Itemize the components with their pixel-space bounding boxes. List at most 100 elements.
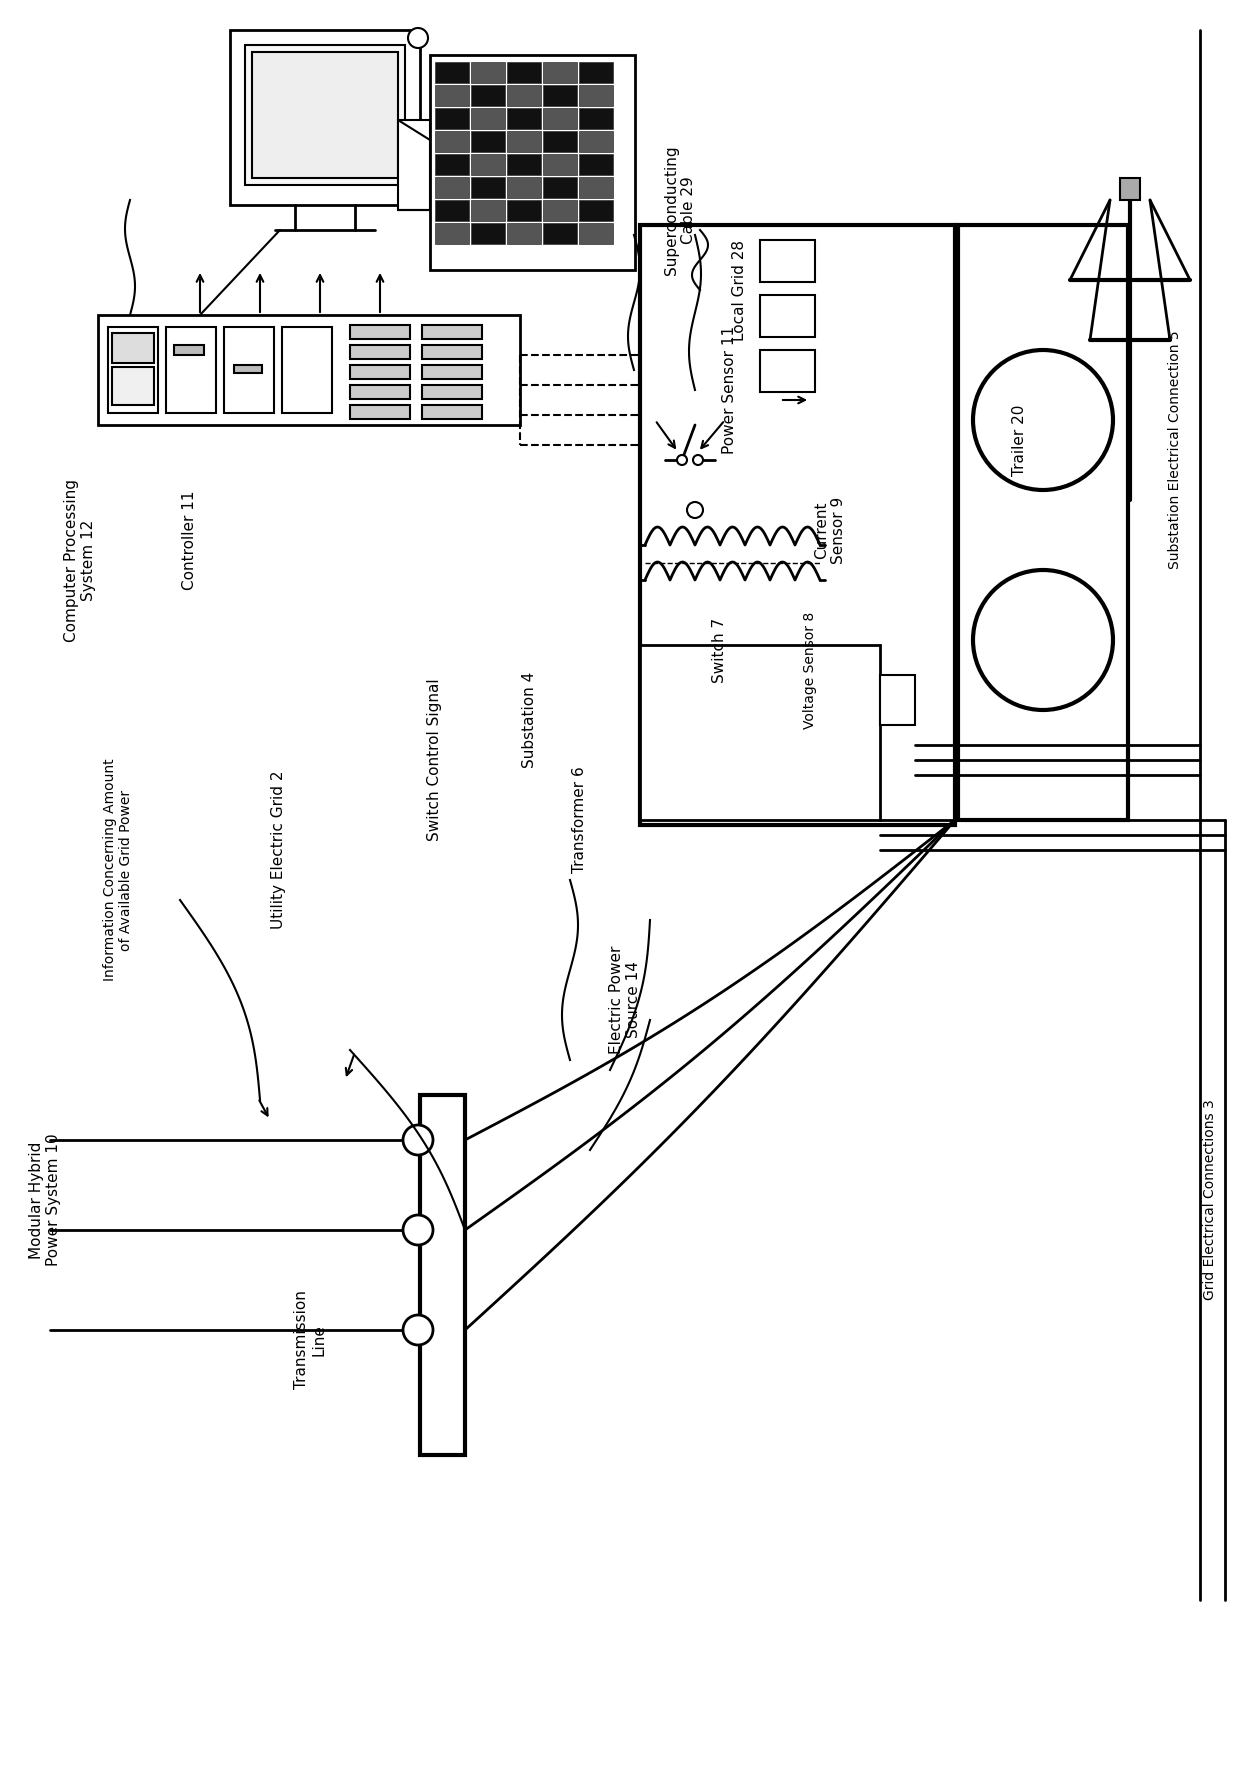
Text: Grid Electrical Connections 3: Grid Electrical Connections 3 <box>1203 1100 1216 1301</box>
Bar <box>281 328 332 413</box>
Bar <box>98 315 520 425</box>
Bar <box>579 200 613 222</box>
Circle shape <box>403 1216 433 1246</box>
Bar <box>579 177 613 198</box>
Bar <box>880 675 915 725</box>
Text: Local Grid 28: Local Grid 28 <box>733 239 748 340</box>
Text: Electric Power
Source 14: Electric Power Source 14 <box>609 946 641 1054</box>
Bar <box>398 120 430 211</box>
Bar <box>422 365 482 379</box>
Bar <box>471 154 505 175</box>
Circle shape <box>403 1125 433 1155</box>
Bar <box>471 108 505 129</box>
Text: Switch Control Signal: Switch Control Signal <box>428 679 443 842</box>
Bar <box>471 85 505 106</box>
Bar <box>435 177 469 198</box>
Text: Controller 11: Controller 11 <box>182 491 197 590</box>
Bar <box>471 200 505 222</box>
Bar <box>229 30 420 206</box>
Bar <box>350 406 410 418</box>
Bar <box>760 351 815 392</box>
Bar <box>350 324 410 338</box>
Bar <box>640 645 880 820</box>
Bar <box>507 62 541 83</box>
Bar <box>112 367 154 406</box>
Bar <box>507 85 541 106</box>
Bar <box>246 44 405 184</box>
Text: Power Sensor 11: Power Sensor 11 <box>723 326 738 454</box>
Bar <box>350 365 410 379</box>
Bar <box>579 85 613 106</box>
Bar <box>112 333 154 363</box>
Bar <box>760 239 815 282</box>
Bar <box>435 223 469 245</box>
Bar <box>543 131 577 152</box>
Circle shape <box>687 501 703 517</box>
Bar <box>579 131 613 152</box>
Bar <box>350 385 410 399</box>
Bar <box>252 51 398 177</box>
Bar <box>435 154 469 175</box>
Bar <box>640 225 955 826</box>
Bar <box>543 85 577 106</box>
Text: Information Concerning Amount
of Available Grid Power: Information Concerning Amount of Availab… <box>103 758 133 982</box>
Circle shape <box>408 28 428 48</box>
Bar <box>224 328 274 413</box>
Bar <box>507 177 541 198</box>
Bar <box>234 365 262 372</box>
Text: Transformer 6: Transformer 6 <box>573 767 588 874</box>
Bar <box>420 1095 465 1455</box>
Bar <box>543 154 577 175</box>
Text: Substation Electrical Connection 5: Substation Electrical Connection 5 <box>1168 331 1182 569</box>
Bar <box>1120 177 1140 200</box>
Bar <box>435 200 469 222</box>
Bar <box>422 346 482 360</box>
Bar <box>471 62 505 83</box>
Bar <box>430 55 635 269</box>
Bar <box>350 346 410 360</box>
Text: Substation 4: Substation 4 <box>522 672 537 767</box>
Bar <box>507 154 541 175</box>
Circle shape <box>403 1315 433 1345</box>
Bar <box>422 385 482 399</box>
Bar <box>579 108 613 129</box>
Text: Switch 7: Switch 7 <box>713 617 728 682</box>
Circle shape <box>973 351 1114 491</box>
Bar <box>174 346 205 354</box>
Bar <box>471 223 505 245</box>
Bar <box>507 200 541 222</box>
Bar <box>435 85 469 106</box>
Bar <box>543 223 577 245</box>
Circle shape <box>693 455 703 464</box>
Bar <box>543 200 577 222</box>
Bar <box>435 131 469 152</box>
Bar <box>543 177 577 198</box>
Circle shape <box>973 571 1114 711</box>
Bar <box>579 62 613 83</box>
Text: Current
Sensor 9: Current Sensor 9 <box>813 496 846 563</box>
Bar <box>471 131 505 152</box>
Bar <box>959 225 1128 820</box>
Bar <box>579 223 613 245</box>
Text: Trailer 20: Trailer 20 <box>1013 404 1028 475</box>
Bar <box>471 177 505 198</box>
Bar <box>166 328 216 413</box>
Bar <box>422 406 482 418</box>
Text: Voltage Sensor 8: Voltage Sensor 8 <box>804 611 817 728</box>
Text: Transmission
Line: Transmission Line <box>294 1290 326 1389</box>
Text: Utility Electric Grid 2: Utility Electric Grid 2 <box>270 771 285 929</box>
Bar <box>507 131 541 152</box>
Bar <box>435 62 469 83</box>
Bar <box>507 223 541 245</box>
Circle shape <box>677 455 687 464</box>
Bar <box>760 294 815 337</box>
Text: Computer Processing
System 12: Computer Processing System 12 <box>63 478 97 641</box>
Text: Superconducting
Cable 29: Superconducting Cable 29 <box>663 145 696 275</box>
Text: Modular Hybrid
Power System 10: Modular Hybrid Power System 10 <box>29 1134 61 1267</box>
Bar <box>422 324 482 338</box>
Bar <box>507 108 541 129</box>
Bar <box>435 108 469 129</box>
Bar <box>543 62 577 83</box>
Bar <box>108 328 157 413</box>
Bar <box>543 108 577 129</box>
